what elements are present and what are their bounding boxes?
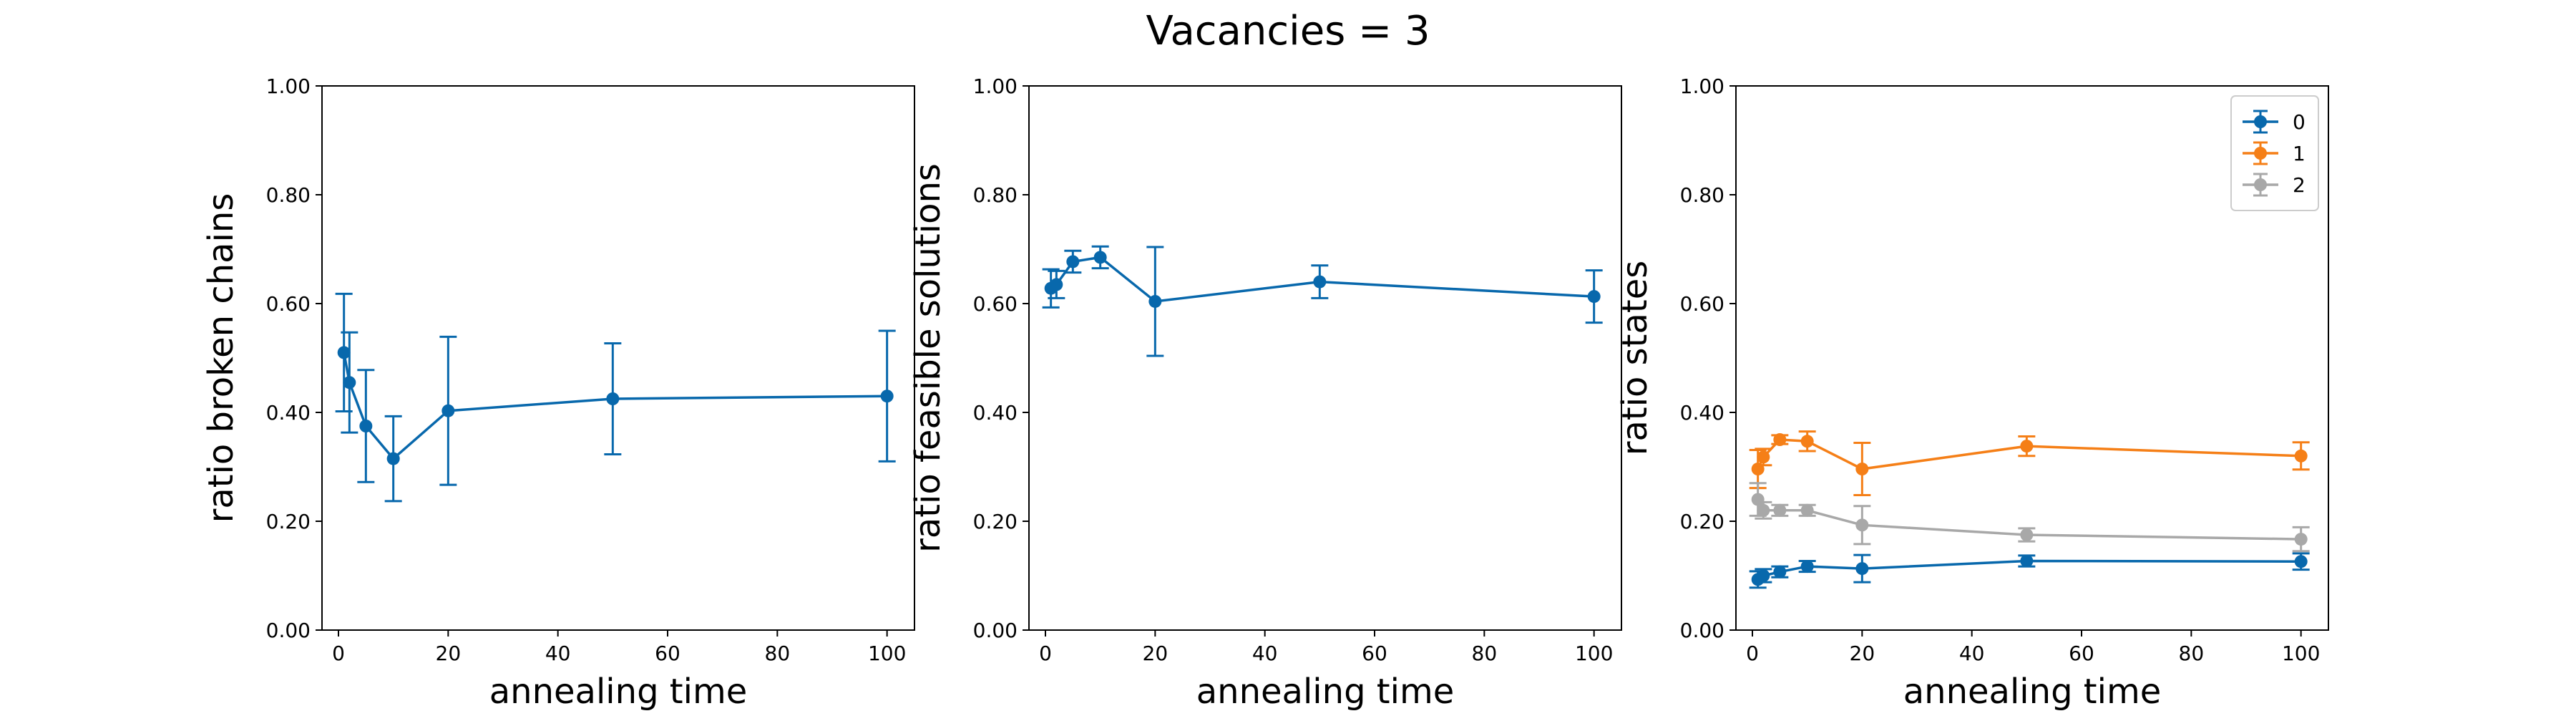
x-tick-label: 0 (1746, 642, 1759, 665)
x-axis-label: annealing time (489, 672, 747, 712)
x-axis-label: annealing time (1196, 672, 1454, 712)
x-tick-label: 100 (868, 642, 906, 665)
x-tick-label: 100 (2282, 642, 2320, 665)
y-tick-label: 0.20 (266, 510, 311, 533)
data-point (1800, 503, 1814, 517)
y-tick-label: 0.40 (266, 401, 311, 425)
axes-frame (321, 85, 915, 631)
data-point (2294, 449, 2308, 463)
data-point (1093, 251, 1107, 264)
y-tick-label: 0.20 (973, 510, 1018, 533)
x-tick-label: 80 (765, 642, 791, 665)
y-tick-label: 0.80 (973, 183, 1018, 207)
x-tick-label: 60 (2069, 642, 2094, 665)
y-tick-label: 0.40 (1680, 401, 1724, 425)
data-point (1757, 503, 1770, 517)
figure-title: Vacancies = 3 (1146, 8, 1430, 54)
x-tick-label: 80 (2179, 642, 2205, 665)
subplot-1: 0 20 40 60 80 100 0.00 0.20 0.40 0.60 0.80 1.00 anne… (201, 74, 915, 712)
series-0 (1749, 552, 2310, 589)
data-point (1757, 450, 1770, 464)
data-point (1800, 560, 1814, 574)
x-tick-label: 20 (1850, 642, 1875, 665)
data-point (441, 404, 455, 417)
x-tick-label: 100 (1575, 642, 1613, 665)
y-tick-label: 0.80 (1680, 183, 1724, 207)
data-point (2020, 554, 2034, 568)
series-line (342, 352, 887, 461)
legend-marker (2254, 115, 2267, 128)
series-1 (1042, 245, 1603, 357)
y-tick-label: 0.20 (1680, 510, 1724, 533)
data-point (1855, 562, 1869, 576)
legend-label: 2 (2293, 173, 2306, 197)
x-tick-label: 60 (1362, 642, 1387, 665)
series-2 (1749, 482, 2310, 553)
data-point (2294, 533, 2308, 546)
data-point (1773, 565, 1787, 579)
data-point (1313, 275, 1327, 289)
series-1 (1749, 430, 2310, 497)
data-point (343, 376, 356, 390)
data-point (606, 392, 620, 405)
x-tick-label: 60 (655, 642, 680, 665)
data-point (1773, 433, 1787, 446)
data-point (1773, 503, 1787, 517)
subplots: 0 20 40 60 80 1000.000.200.400.600.801.00anne… (201, 74, 2329, 712)
x-tick-label: 20 (436, 642, 462, 665)
x-axis-label: annealing time (1903, 672, 2161, 712)
legend: 0 1 2 (2230, 95, 2319, 211)
x-tick-label: 40 (1959, 642, 1985, 665)
subplot-3: 0 20 40 60 80 1000.000.200.400.600.801.00anne… (1615, 74, 2329, 712)
data-point (1050, 278, 1063, 291)
data-point (1587, 290, 1601, 304)
y-tick-label: 0.00 (1680, 619, 1724, 642)
y-tick-label: 0.60 (1680, 292, 1724, 316)
y-axis-label: ratio broken chains (201, 193, 241, 523)
y-tick-label: 0.80 (266, 183, 311, 207)
data-point (1066, 255, 1080, 268)
data-point (337, 346, 351, 359)
x-tick-label: 20 (1143, 642, 1169, 665)
data-point (386, 452, 400, 465)
y-tick-label: 1.00 (266, 74, 311, 98)
axes-frame (1735, 85, 2329, 631)
x-tick-label: 40 (545, 642, 571, 665)
data-point (2294, 555, 2308, 569)
legend-marker (2254, 178, 2267, 191)
y-tick-label: 0.00 (266, 619, 311, 642)
data-point (880, 390, 894, 403)
series-1 (335, 292, 896, 503)
data-point (1855, 463, 1869, 476)
y-axis-label: ratio feasible solutions (908, 163, 948, 553)
y-tick-label: 0.60 (973, 292, 1018, 316)
data-point (2020, 440, 2034, 453)
data-point (1757, 569, 1770, 582)
data-point (1148, 294, 1162, 308)
data-point (1855, 518, 1869, 532)
x-tick-label: 80 (1472, 642, 1498, 665)
x-tick-label: 0 (332, 642, 345, 665)
x-tick-label: 40 (1252, 642, 1278, 665)
legend-marker (2254, 147, 2267, 160)
y-tick-label: 0.00 (973, 619, 1018, 642)
y-tick-label: 1.00 (1680, 74, 1724, 98)
data-point (1800, 435, 1814, 448)
x-tick-label: 0 (1039, 642, 1052, 665)
subplot-2: 0 20 40 60 80 100 0.00 0.20 0.40 0.60 0.80 1.00 anne… (908, 74, 1622, 712)
y-tick-label: 0.40 (973, 401, 1018, 425)
legend-label: 1 (2293, 142, 2306, 165)
legend-label: 0 (2293, 110, 2306, 134)
y-axis-label: ratio states (1615, 261, 1655, 456)
axes-frame (1028, 85, 1622, 631)
y-tick-label: 0.60 (266, 292, 311, 316)
data-point (2020, 528, 2034, 541)
data-point (359, 420, 373, 432)
y-tick-label: 1.00 (973, 74, 1018, 98)
